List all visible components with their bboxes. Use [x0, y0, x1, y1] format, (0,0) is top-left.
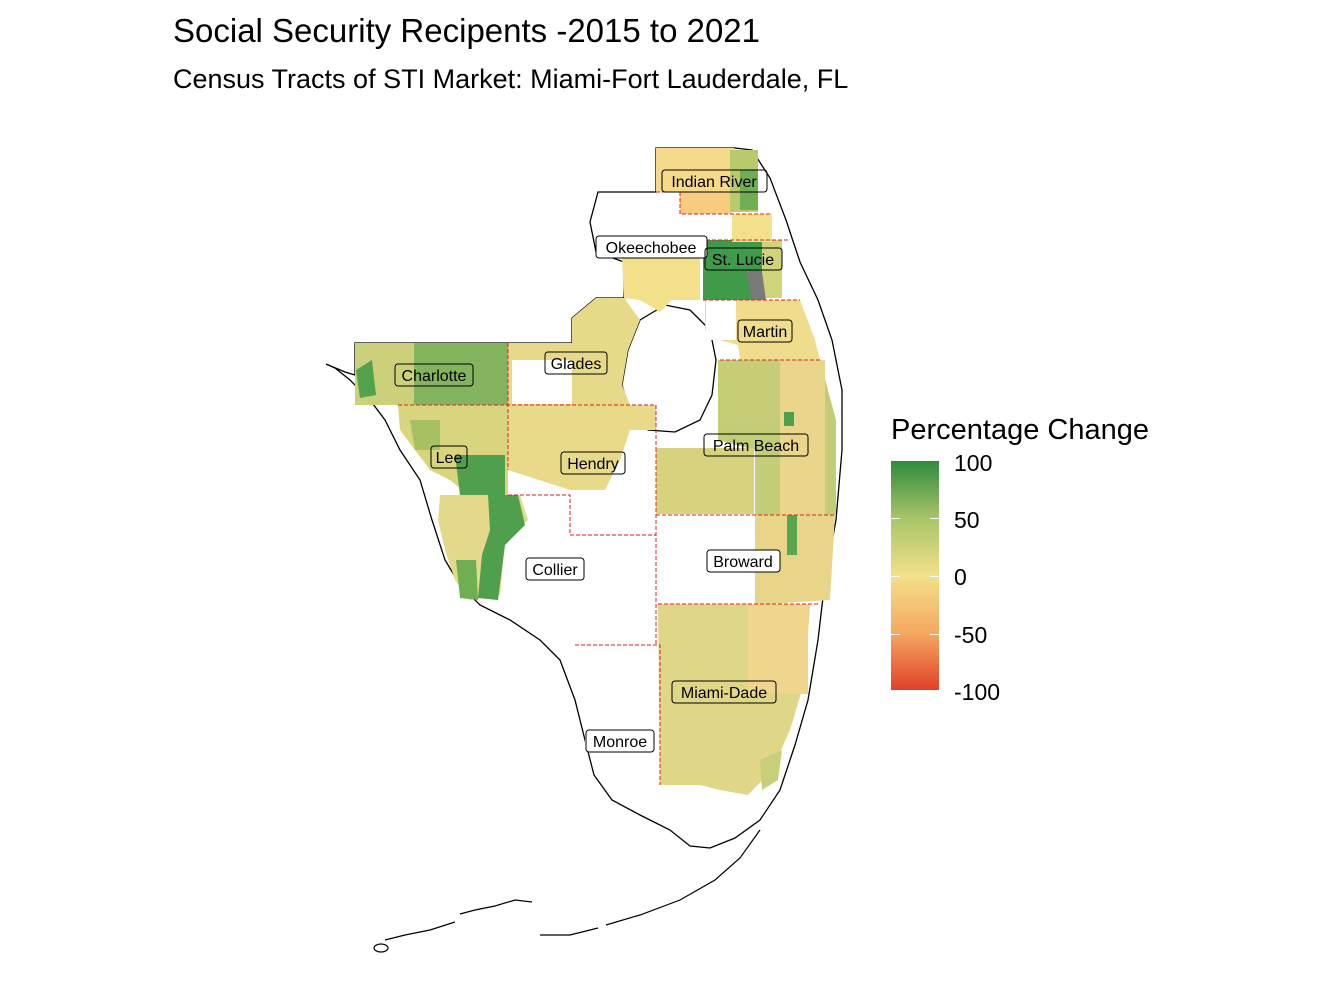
- label-lee: Lee: [430, 445, 468, 469]
- label-palm-beach: Palm Beach: [703, 433, 809, 457]
- county-boundaries: [398, 191, 836, 785]
- map-title: Social Security Recipents -2015 to 2021: [173, 12, 761, 49]
- legend-tickmark: [891, 518, 900, 519]
- florida-keys: [373, 829, 761, 953]
- county-fill-palm-beach: [656, 360, 836, 515]
- legend-tick-label: 50: [954, 507, 980, 533]
- legend-tick-label: 0: [954, 564, 967, 590]
- svg-text:Miami-Dade: Miami-Dade: [681, 685, 767, 702]
- legend-tickmark: [930, 518, 939, 519]
- svg-text:St. Lucie: St. Lucie: [712, 252, 774, 269]
- label-broward: Broward: [706, 549, 781, 573]
- svg-text:Okeechobee: Okeechobee: [606, 240, 697, 257]
- legend-color-bar: [891, 461, 939, 690]
- label-glades: Glades: [544, 351, 608, 375]
- svg-text:Indian River: Indian River: [671, 174, 757, 191]
- legend-tickmark: [891, 634, 900, 635]
- label-hendry: Hendry: [560, 451, 626, 475]
- legend-tick-label: 100: [954, 450, 993, 476]
- svg-text:Broward: Broward: [713, 554, 773, 571]
- svg-text:Glades: Glades: [551, 356, 602, 373]
- legend-tick-label: -50: [954, 622, 988, 648]
- label-okeechobee: Okeechobee: [595, 235, 708, 259]
- county-fill-hendry: [508, 405, 656, 490]
- legend-tickmark: [891, 576, 900, 577]
- svg-text:Charlotte: Charlotte: [402, 368, 467, 385]
- county-fill-miami-dade: [658, 604, 810, 795]
- county-fill-charlotte: [355, 343, 508, 405]
- county-labels: Indian River Okeechobee St. Lucie Martin…: [394, 169, 809, 753]
- legend-tickmark: [930, 634, 939, 635]
- county-fill-collier: [438, 495, 528, 600]
- county-fill-broward: [755, 515, 835, 605]
- svg-text:Collier: Collier: [532, 562, 578, 579]
- legend-tickmark: [930, 576, 939, 577]
- legend-title: Percentage Change: [891, 414, 1149, 446]
- svg-text:Monroe: Monroe: [593, 734, 647, 751]
- svg-text:Lee: Lee: [436, 450, 463, 467]
- label-monroe: Monroe: [585, 729, 655, 753]
- county-fill-martin: [705, 300, 820, 360]
- svg-text:Hendry: Hendry: [567, 456, 619, 473]
- label-charlotte: Charlotte: [394, 363, 474, 387]
- map-subtitle: Census Tracts of STI Market: Miami-Fort …: [173, 64, 849, 94]
- label-collier: Collier: [525, 557, 585, 581]
- svg-text:Martin: Martin: [743, 324, 787, 341]
- svg-text:Palm Beach: Palm Beach: [713, 438, 799, 455]
- label-miami-dade: Miami-Dade: [671, 680, 777, 704]
- label-st-lucie: St. Lucie: [704, 247, 783, 271]
- label-martin: Martin: [737, 319, 793, 343]
- legend-tick-label: -100: [954, 679, 1001, 705]
- label-indian-river: Indian River: [661, 169, 768, 193]
